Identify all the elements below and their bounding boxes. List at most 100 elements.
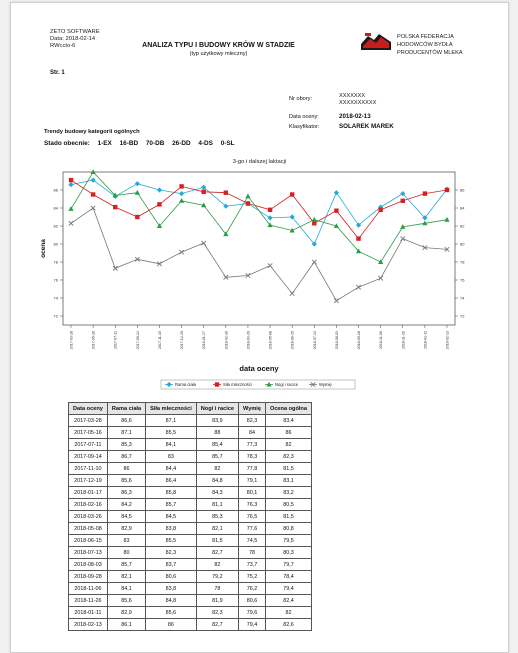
data-point-1-3 bbox=[135, 214, 140, 220]
cell-date: 2018-06-15 bbox=[68, 534, 108, 547]
cell-rama: 82,9 bbox=[106, 522, 147, 535]
x-tick-label: 2018-11-06 bbox=[379, 331, 383, 349]
cell-date: 2018-01-11 bbox=[68, 606, 108, 619]
x-tick-label: 2018-11-26 bbox=[401, 331, 405, 349]
table-row: 2018-11-26 85,6 84,8 81,9 80,6 82,4 bbox=[68, 594, 312, 607]
data-point-3-2 bbox=[112, 265, 118, 271]
cell-sila: 84,5 bbox=[145, 510, 197, 523]
col-date-header: Data oceny bbox=[68, 402, 108, 415]
y-tick-label-right: 82 bbox=[460, 224, 465, 229]
herd-state: Stado obecnie: 1-EX 16-BD 70-DB 26-DD 4-… bbox=[44, 140, 241, 147]
organization-name: POLSKA FEDERACJA HODOWCÓW BYDŁA PRODUCEN… bbox=[397, 33, 463, 57]
y-tick-label-right: 72 bbox=[460, 314, 465, 319]
legend-marker-2 bbox=[266, 381, 272, 387]
table-row: 2017-11-10 86 84,4 82 77,8 81,5 bbox=[68, 462, 312, 475]
cell-sila: 85,5 bbox=[145, 426, 197, 439]
org-line-1: POLSKA FEDERACJA bbox=[397, 34, 454, 40]
cell-ocena: 81,5 bbox=[264, 462, 312, 475]
cell-wymie: 77,8 bbox=[238, 462, 266, 475]
data-point-1-15 bbox=[400, 198, 405, 203]
col-sila-header: Siła mleczności bbox=[145, 402, 197, 415]
col-wymie-header: Wymię bbox=[238, 402, 266, 415]
data-point-2-9 bbox=[267, 222, 273, 228]
cell-rama: 86,3 bbox=[106, 486, 147, 499]
cell-nogi: 79,2 bbox=[195, 570, 240, 583]
data-point-2-16 bbox=[422, 220, 428, 226]
data-point-2-13 bbox=[355, 248, 362, 254]
data-point-3-7 bbox=[223, 274, 229, 280]
state-sl: 0-SL bbox=[220, 140, 235, 147]
data-point-1-11 bbox=[312, 221, 317, 226]
col-rama-header: Rama ciała bbox=[106, 402, 147, 415]
y-tick-label-right: 74 bbox=[460, 296, 465, 301]
legend-label-1: Siła mleczności bbox=[223, 382, 252, 387]
x-tick-label: 2018-06-15 bbox=[291, 331, 295, 349]
col-ocena-header: Ocena ogólna bbox=[264, 402, 312, 415]
cell-sila: 86 bbox=[145, 618, 197, 631]
cell-wymie: 77,6 bbox=[238, 522, 266, 535]
table-row: 2018-02-16 84,2 85,7 81,1 76,3 80,5 bbox=[68, 498, 312, 511]
table-row: 2018-01-11 82,9 85,6 82,3 79,6 82 bbox=[68, 606, 312, 619]
cell-nogi: 81,1 bbox=[195, 498, 240, 511]
cell-nogi: 82 bbox=[195, 558, 240, 571]
cell-sila: 80,6 bbox=[145, 570, 197, 583]
data-point-0-13 bbox=[355, 222, 362, 228]
y-tick-label: 76 bbox=[54, 278, 59, 283]
data-point-0-4 bbox=[156, 187, 163, 193]
table-header-row: Data oceny Rama ciała Siła mleczności No… bbox=[68, 402, 312, 415]
cell-date: 2017-05-16 bbox=[68, 426, 108, 439]
table-row: 2017-07-11 85,3 84,1 85,4 77,3 82 bbox=[68, 438, 312, 451]
cell-date: 2017-11-10 bbox=[68, 462, 108, 475]
data-point-0-7 bbox=[223, 203, 229, 209]
y-tick-label: 72 bbox=[54, 314, 59, 319]
y-tick-label-right: 76 bbox=[460, 278, 465, 283]
data-point-2-12 bbox=[333, 223, 340, 228]
cell-rama: 85,6 bbox=[106, 474, 147, 487]
cell-sila: 83,8 bbox=[145, 522, 197, 535]
document-page: ZETO SOFTWARE Data: 2018-02-14 RWccto-6 … bbox=[10, 2, 509, 653]
cell-wymie: 84 bbox=[238, 426, 266, 439]
x-tick-label: 2018-01-11 bbox=[423, 331, 427, 349]
cell-wymie: 82,3 bbox=[238, 414, 266, 427]
data-point-3-3 bbox=[134, 256, 140, 262]
x-tick-label: 2018-08-03 bbox=[335, 331, 339, 349]
header-left: ZETO SOFTWARE Data: 2018-02-14 RWccto-6 bbox=[50, 29, 100, 50]
federation-logo-icon bbox=[359, 30, 393, 52]
series-line-1 bbox=[70, 179, 448, 240]
data-point-0-6 bbox=[201, 184, 207, 190]
data-point-3-10 bbox=[289, 290, 295, 297]
cell-nogi: 83,9 bbox=[195, 414, 240, 427]
cell-date: 2018-09-28 bbox=[68, 570, 108, 583]
table-row: 2018-09-28 82,1 80,6 79,2 75,2 78,4 bbox=[68, 570, 312, 583]
data-point-1-1 bbox=[90, 192, 96, 197]
cell-ocena: 82,6 bbox=[264, 618, 312, 631]
herd-label: Nr obory: bbox=[289, 96, 313, 102]
cell-rama: 83 bbox=[106, 534, 147, 547]
data-point-3-5 bbox=[179, 249, 185, 255]
col-nogi-header: Nogi i racice bbox=[195, 402, 240, 415]
data-point-3-6 bbox=[201, 240, 207, 246]
cell-sila: 87,1 bbox=[145, 414, 197, 427]
page-number: Str. 1 bbox=[50, 70, 65, 76]
cell-date: 2018-03-26 bbox=[68, 510, 108, 523]
y-tick-label: 84 bbox=[54, 206, 59, 211]
cell-date: 2017-09-14 bbox=[68, 450, 108, 463]
x-tick-label: 2018-02-16 bbox=[224, 331, 228, 349]
plot-area bbox=[62, 171, 456, 326]
chart-title: 3-go i dalszej laktacji bbox=[232, 159, 287, 165]
data-point-2-4 bbox=[156, 223, 163, 228]
data-point-2-1 bbox=[90, 169, 96, 174]
cell-sila: 84,4 bbox=[145, 462, 197, 475]
cell-rama: 82,1 bbox=[106, 570, 147, 583]
legend-label-3: Wymię bbox=[319, 382, 332, 387]
cell-date: 2018-02-13 bbox=[68, 618, 108, 631]
data-point-2-6 bbox=[201, 202, 207, 208]
date-label: Data oceny: bbox=[289, 114, 319, 120]
data-point-1-5 bbox=[179, 184, 184, 189]
cell-wymie: 76,3 bbox=[238, 498, 266, 511]
data-point-2-17 bbox=[444, 216, 450, 222]
data-point-2-8 bbox=[245, 193, 251, 199]
series-line-2 bbox=[70, 171, 448, 263]
data-point-0-1 bbox=[90, 177, 96, 183]
cell-ocena: 79,5 bbox=[264, 534, 312, 547]
